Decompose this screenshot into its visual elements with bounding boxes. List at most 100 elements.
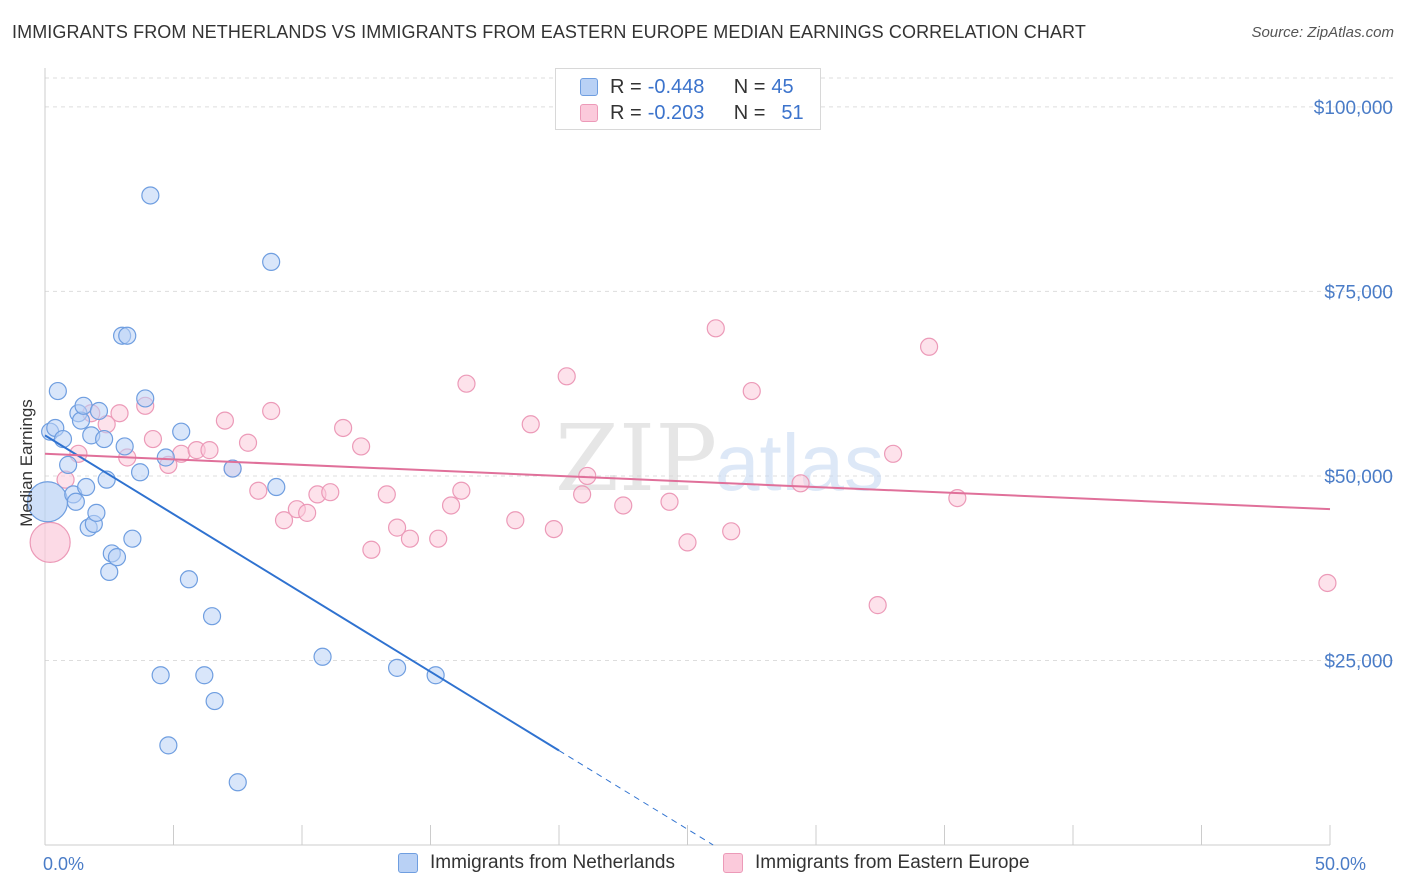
data-point (544, 519, 563, 539)
trend-line-eastern-europe (44, 452, 1331, 511)
x-tick-label: 0.0% (43, 854, 84, 874)
data-point (53, 429, 73, 449)
data-point (107, 548, 127, 567)
data-point (228, 773, 247, 792)
data-point (195, 666, 214, 685)
trend-line-netherlands (44, 434, 560, 752)
data-point (722, 522, 741, 541)
data-point (614, 496, 633, 515)
data-point (110, 404, 129, 423)
data-point (387, 658, 407, 677)
chart-source: Source: ZipAtlas.com (1251, 24, 1394, 41)
data-point (868, 596, 887, 615)
data-point (457, 374, 476, 393)
trend-line-netherlands-extension (558, 750, 714, 846)
data-point (87, 503, 106, 522)
legend-r-label: R = (610, 75, 642, 98)
data-point (274, 511, 294, 530)
legend-row-netherlands: R = -0.448 N = 45 (580, 75, 794, 99)
y-tick-label: $100,000 (1314, 98, 1393, 119)
data-point (223, 459, 242, 478)
data-point (919, 337, 939, 356)
data-point (74, 396, 93, 415)
data-point (205, 691, 224, 711)
legend-r-label: R = (610, 101, 642, 124)
data-point (136, 389, 155, 408)
x-tick-label: 50.0% (1315, 854, 1366, 874)
data-point (215, 411, 234, 430)
data-point (59, 455, 78, 474)
data-point (400, 529, 420, 548)
legend-swatch-pink (723, 853, 743, 873)
data-point (156, 448, 175, 467)
watermark: ZIP atlas (555, 405, 884, 512)
data-point (66, 492, 85, 511)
data-point (179, 570, 199, 589)
data-point (130, 463, 150, 482)
data-point (557, 367, 576, 386)
data-point (71, 411, 91, 430)
data-point (573, 485, 592, 504)
grid-lines (45, 77, 1395, 661)
axes: $25,000 $50,000 $75,000 $100,000 0.0% 50.0% (43, 68, 1393, 874)
legend-item-eastern-europe: Immigrants from Eastern Europe (723, 852, 1030, 874)
legend-label-netherlands: Immigrants from Netherlands (430, 852, 675, 873)
legend-swatch-blue (398, 853, 418, 873)
data-point (77, 477, 96, 497)
data-point (321, 483, 340, 502)
data-point (202, 607, 222, 626)
data-point (362, 540, 381, 559)
data-point (249, 481, 268, 500)
data-point (89, 401, 109, 421)
data-point (115, 437, 134, 456)
data-point (791, 474, 810, 493)
watermark-atlas: atlas (715, 418, 884, 507)
legend-n-label: N = (733, 101, 766, 124)
legend-row-eastern-europe: R = -0.203 N = 51 (580, 101, 804, 125)
data-point (267, 477, 286, 497)
data-point (1318, 573, 1337, 593)
data-point (660, 492, 679, 511)
data-point (521, 415, 540, 434)
data-point (334, 418, 353, 438)
data-point (429, 529, 448, 548)
data-point (143, 429, 163, 449)
data-point (352, 437, 371, 456)
data-point (298, 503, 317, 522)
data-point (118, 326, 137, 345)
series-legend: Immigrants from Netherlands Immigrants f… (0, 852, 1406, 878)
data-point (387, 518, 407, 537)
data-point (452, 481, 471, 500)
data-point (48, 381, 67, 401)
data-point (172, 422, 191, 441)
legend-item-netherlands: Immigrants from Netherlands (398, 852, 675, 874)
y-tick-label: $75,000 (1324, 282, 1393, 303)
data-point (883, 444, 903, 463)
data-point (262, 401, 281, 421)
y-tick-label: $50,000 (1324, 467, 1393, 488)
data-point (29, 521, 71, 563)
data-point (313, 647, 332, 666)
legend-r-value: -0.448 (647, 75, 705, 98)
data-point (742, 381, 761, 401)
data-point (678, 533, 697, 552)
chart-title: IMMIGRANTS FROM NETHERLANDS VS IMMIGRANT… (12, 22, 1086, 42)
legend-n-value: 51 (781, 101, 804, 124)
legend-label-eastern-europe: Immigrants from Eastern Europe (755, 852, 1030, 873)
data-point (159, 736, 178, 755)
data-point (123, 529, 142, 548)
legend-n-value: 45 (771, 75, 794, 98)
y-tick-label: $25,000 (1324, 651, 1393, 672)
legend-swatch-pink (580, 104, 598, 122)
stats-legend: R = -0.448 N = 45 R = -0.203 N = 51 (555, 68, 821, 130)
y-axis-label: Median Earnings (17, 399, 36, 527)
data-point (238, 433, 258, 452)
data-point (200, 441, 219, 460)
data-point (706, 319, 725, 338)
data-point (100, 562, 119, 582)
data-point (441, 496, 461, 515)
legend-n-label: N = (733, 75, 766, 98)
points-netherlands (26, 186, 445, 792)
data-point (95, 429, 114, 449)
